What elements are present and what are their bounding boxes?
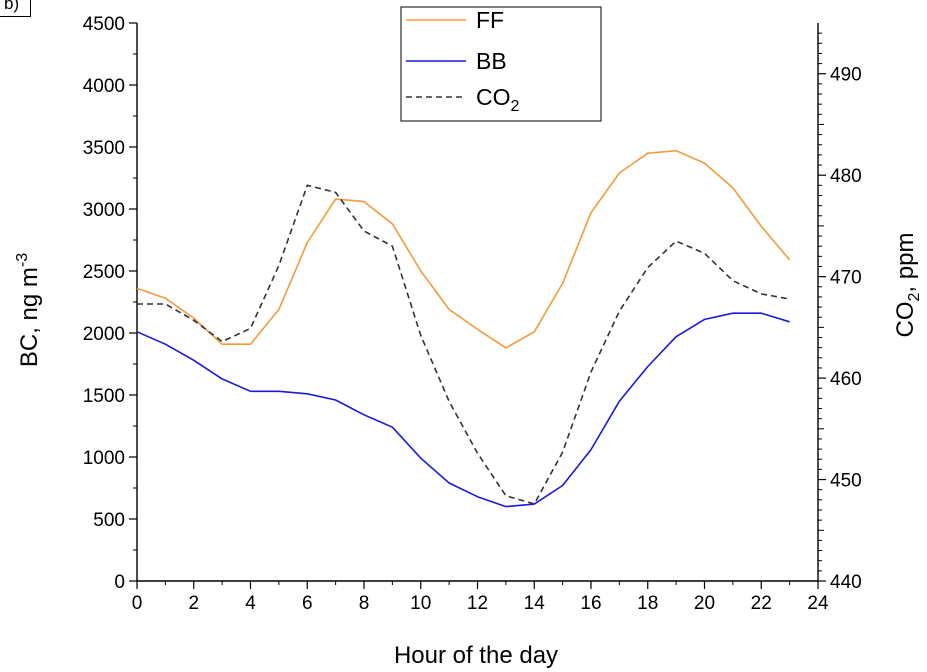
x-axis-title: Hour of the day [394, 642, 558, 669]
series-line-ff [136, 149, 791, 349]
x-tick-label: 4 [245, 593, 256, 614]
x-tick-label: 20 [694, 593, 715, 614]
y-left-tick-label: 3500 [83, 138, 125, 159]
panel-label: b) [0, 0, 31, 17]
y-axis-right-title-sub: 2 [906, 292, 923, 301]
legend-label-co2: CO2 [476, 84, 520, 115]
x-tick-label: 6 [302, 593, 313, 614]
y-left-tick-label: 1500 [83, 386, 125, 407]
y-axis-right-title-rest: , ppm [892, 233, 919, 293]
x-tick-label: 16 [580, 593, 601, 614]
x-tick-label: 0 [132, 593, 143, 614]
y-axis-right-title: CO2, ppm [892, 233, 923, 338]
x-tick-label: 22 [751, 593, 772, 614]
x-tick-label: 18 [637, 593, 658, 614]
y-right-tick-label: 450 [830, 471, 862, 492]
y-axis-right-title-main: CO [892, 301, 919, 337]
x-tick-label: 2 [188, 593, 199, 614]
y-right-tick-label: 480 [830, 166, 862, 187]
y-left-tick-label: 2000 [83, 324, 125, 345]
y-left-tick-label: 500 [93, 510, 125, 531]
y-axis-left: 0 500 1000 1500 2000 2500 3000 3500 4000 4500 [83, 14, 137, 593]
y-right-tick-label: 440 [830, 572, 862, 593]
x-tick-label: 12 [467, 593, 488, 614]
y-axis-right: 440 450 460 470 480 490 [818, 32, 862, 593]
x-tick-label: 14 [524, 593, 546, 614]
x-tick-label: 24 [807, 593, 829, 614]
y-right-tick-label: 460 [830, 369, 862, 390]
series-layer [136, 149, 791, 508]
legend-label-ff: FF [476, 7, 504, 33]
x-tick-label: 10 [410, 593, 431, 614]
series-line-co2 [137, 184, 790, 505]
legend-label-co2-sub: 2 [511, 98, 520, 115]
y-right-tick-label: 470 [830, 268, 862, 289]
y-left-tick-label: 3000 [83, 200, 125, 221]
y-left-tick-label: 4500 [83, 14, 125, 35]
y-left-tick-label: 4000 [83, 76, 125, 97]
y-axis-left-title-sup: -3 [14, 253, 31, 267]
legend-label-bb: BB [476, 48, 507, 74]
series-line-bb [136, 312, 790, 508]
y-left-tick-label: 1000 [83, 448, 125, 469]
legend-box [400, 6, 602, 122]
y-left-tick-label: 2500 [83, 262, 125, 283]
y-axis-left-title-main: BC, ng m [16, 267, 43, 367]
legend: FF BB CO2 [400, 6, 602, 122]
x-axis: 0 2 4 6 8 10 12 14 16 18 20 22 24 [132, 581, 829, 614]
y-right-tick-label: 490 [830, 65, 862, 86]
legend-label-co2-main: CO [476, 84, 511, 110]
y-left-tick-label: 0 [114, 572, 125, 593]
x-tick-label: 8 [359, 593, 370, 614]
y-axis-left-title: BC, ng m-3 [14, 253, 43, 367]
